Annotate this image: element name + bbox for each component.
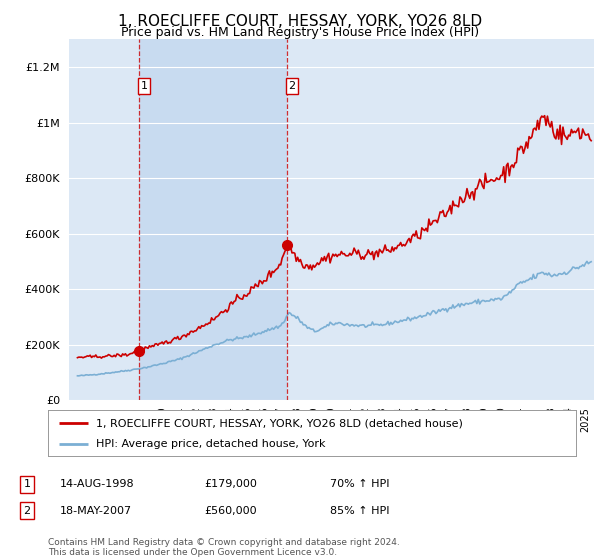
Text: 18-MAY-2007: 18-MAY-2007: [60, 506, 132, 516]
Text: Contains HM Land Registry data © Crown copyright and database right 2024.
This d: Contains HM Land Registry data © Crown c…: [48, 538, 400, 557]
Text: 1, ROECLIFFE COURT, HESSAY, YORK, YO26 8LD: 1, ROECLIFFE COURT, HESSAY, YORK, YO26 8…: [118, 14, 482, 29]
Text: 14-AUG-1998: 14-AUG-1998: [60, 479, 134, 489]
Text: 85% ↑ HPI: 85% ↑ HPI: [330, 506, 389, 516]
Text: Price paid vs. HM Land Registry's House Price Index (HPI): Price paid vs. HM Land Registry's House …: [121, 26, 479, 39]
Text: 2: 2: [289, 81, 296, 91]
Text: 70% ↑ HPI: 70% ↑ HPI: [330, 479, 389, 489]
Text: £560,000: £560,000: [204, 506, 257, 516]
Text: 2: 2: [23, 506, 31, 516]
Text: 1: 1: [23, 479, 31, 489]
Text: 1, ROECLIFFE COURT, HESSAY, YORK, YO26 8LD (detached house): 1, ROECLIFFE COURT, HESSAY, YORK, YO26 8…: [95, 418, 463, 428]
Text: HPI: Average price, detached house, York: HPI: Average price, detached house, York: [95, 438, 325, 449]
Text: 1: 1: [140, 81, 148, 91]
Bar: [139, 39, 287, 400]
Text: £179,000: £179,000: [204, 479, 257, 489]
